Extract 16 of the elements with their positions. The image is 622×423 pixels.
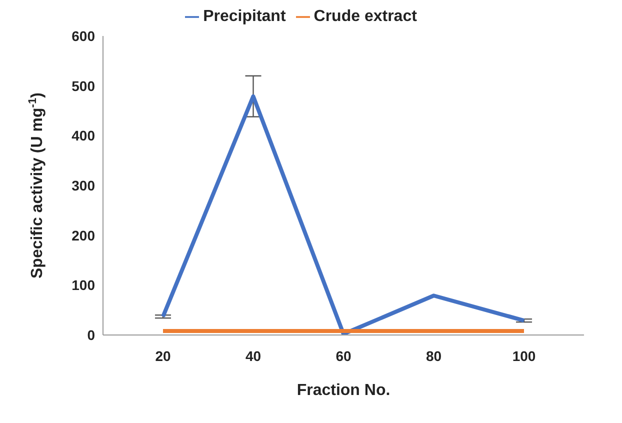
- y-tick-label: 400: [72, 128, 96, 144]
- x-tick-label: 60: [336, 348, 352, 364]
- x-tick-label: 20: [155, 348, 171, 364]
- x-tick-label: 40: [245, 348, 262, 364]
- y-tick-label: 200: [72, 227, 96, 244]
- y-tick-label: 300: [72, 177, 96, 194]
- y-tick-label: 600: [72, 28, 96, 44]
- x-tick-label: 100: [512, 348, 536, 364]
- y-tick-label: 100: [72, 277, 96, 294]
- y-tick-label: 0: [87, 326, 96, 343]
- legend-label: Crude extract: [314, 8, 417, 25]
- x-axis-title: Fraction No.: [296, 382, 390, 399]
- line-series: [161, 94, 526, 335]
- y-tick-label: 500: [72, 78, 96, 94]
- x-tick-label: 80: [426, 348, 442, 364]
- legend-label: Precipitant: [203, 8, 286, 25]
